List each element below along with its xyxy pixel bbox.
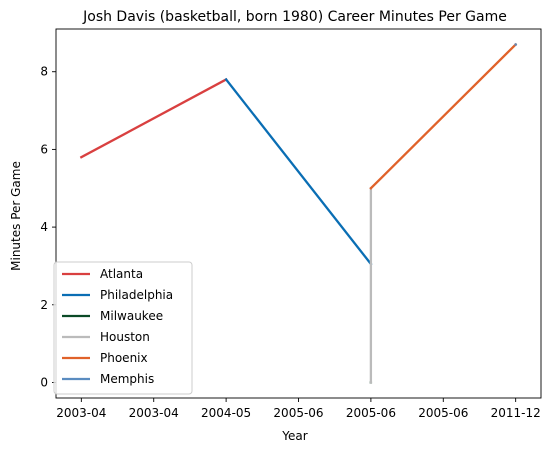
legend: Atlanta Philadelphia Milwaukee Houston Phoen…	[53, 261, 193, 395]
series-line-phoenix	[369, 42, 518, 190]
y-tick-label: 2	[40, 298, 48, 312]
x-tick-label: 2003-04	[129, 406, 179, 420]
x-tick-label: 2005-06	[346, 406, 396, 420]
chart-title: Josh Davis (basketball, born 1980) Caree…	[82, 9, 507, 25]
x-tick-label: 2005-06	[418, 406, 468, 420]
y-axis-label: Minutes Per Game	[9, 161, 23, 271]
x-tick-label: 2004-05	[201, 406, 251, 420]
legend-label-memphis: Memphis	[100, 372, 154, 386]
y-tick-label: 6	[40, 142, 48, 156]
series-line-philadelphia	[224, 77, 373, 266]
series-line-atlanta	[79, 77, 228, 159]
x-axis-label: Year	[281, 429, 307, 443]
x-tick-label: 2003-04	[56, 406, 106, 420]
y-tick-label: 4	[40, 220, 48, 234]
legend-label-phoenix: Phoenix	[100, 351, 148, 365]
legend-label-houston: Houston	[100, 330, 150, 344]
x-tick-label: 2011-12	[491, 406, 541, 420]
y-tick-label: 0	[40, 375, 48, 389]
legend-label-atlanta: Atlanta	[100, 267, 143, 281]
legend-label-milwaukee: Milwaukee	[100, 309, 163, 323]
legend-label-philadelphia: Philadelphia	[100, 288, 173, 302]
x-tick-label: 2005-06	[273, 406, 323, 420]
y-tick-label: 8	[40, 65, 48, 79]
x-axis: 2003-04 2003-04 2004-05 2005-06 2005-06 2005-…	[56, 398, 541, 420]
